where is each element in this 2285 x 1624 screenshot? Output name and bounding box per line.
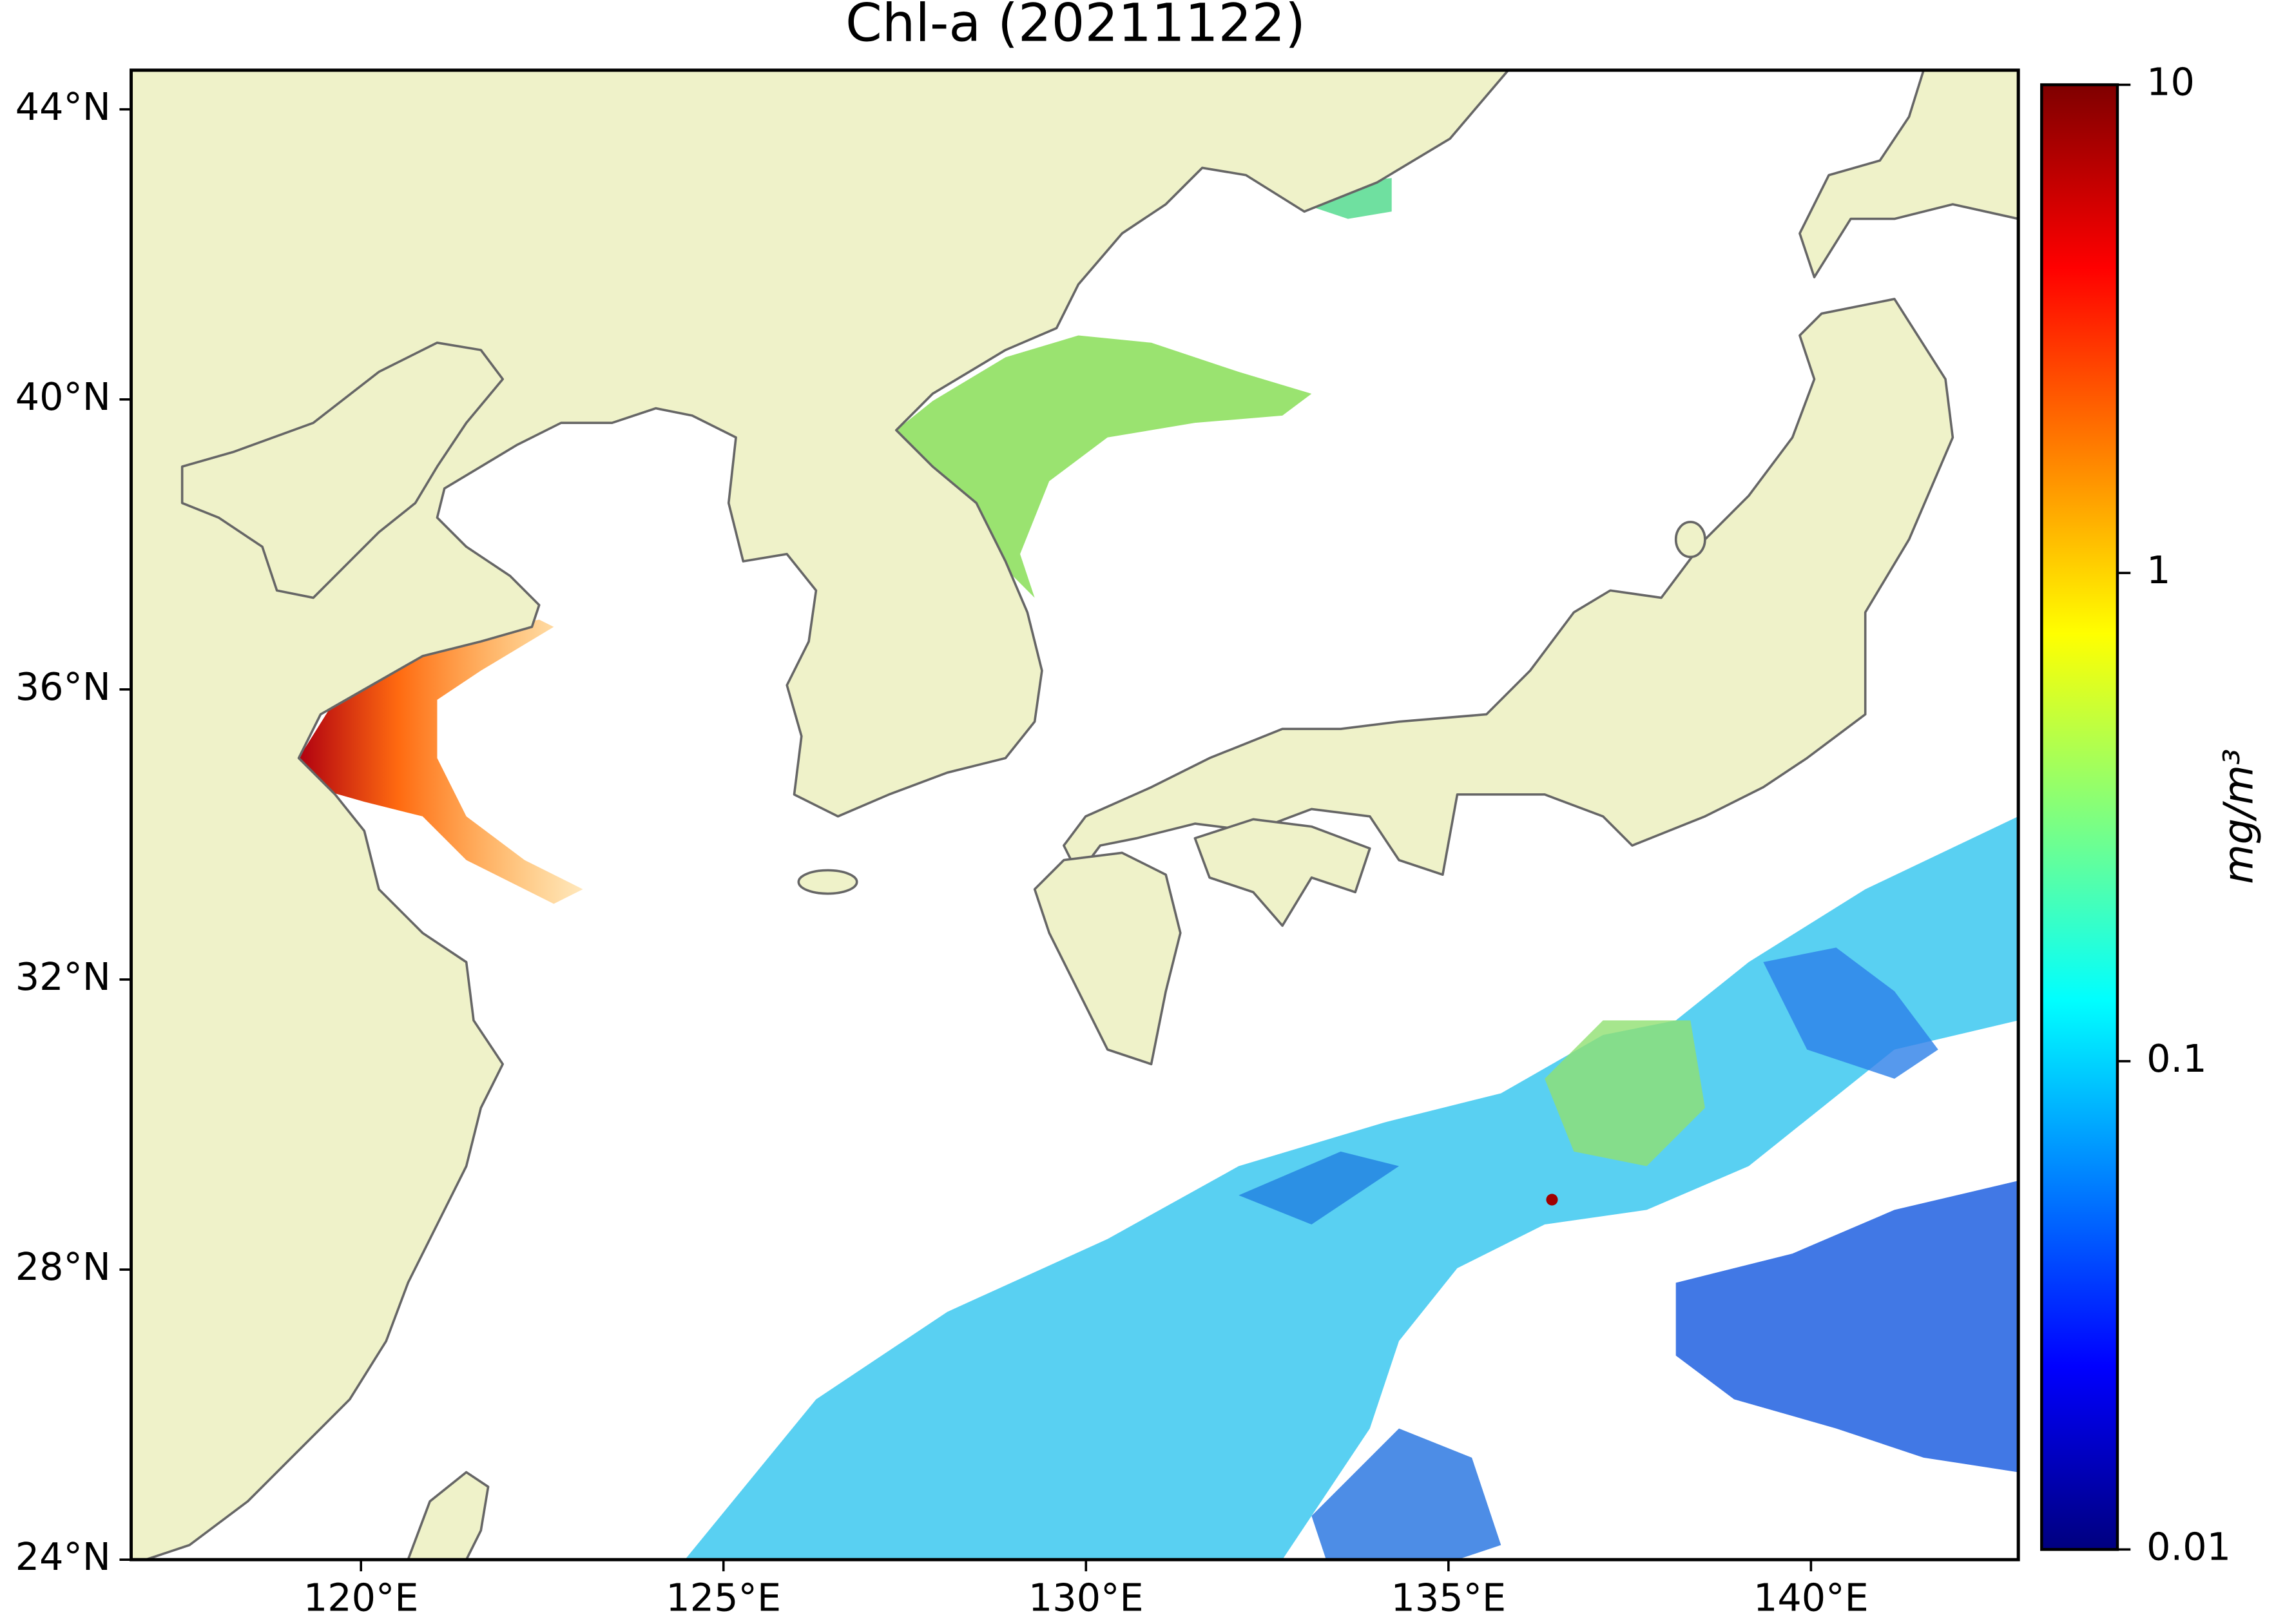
map-title: Chl-a (20211122) [845, 0, 1306, 54]
colorbar-tick-label: 10 [2146, 60, 2195, 104]
x-tick-label: 130°E [1028, 1576, 1144, 1620]
colorbar-tick-label: 0.1 [2146, 1036, 2206, 1081]
axes: 120°E 125°E 130°E 135°E 140°E 24°N 28°N 32°N 36°… [15, 60, 2231, 1620]
colorbar-tick-label: 0.01 [2146, 1524, 2231, 1569]
y-tick-label: 40°N [15, 374, 111, 419]
map-area [131, 70, 2019, 1560]
y-tick-label: 28°N [15, 1244, 111, 1289]
land [131, 70, 2019, 1560]
y-tick-label: 32°N [15, 954, 111, 999]
colorbar [2040, 83, 2119, 1551]
x-tick-label: 125°E [666, 1576, 781, 1620]
colorbar-label: mg/m³ [2215, 749, 2262, 884]
chlorophyll-patches [182, 178, 2019, 1560]
map-frame [130, 68, 2020, 1561]
x-tick-label: 120°E [304, 1576, 419, 1620]
x-tick-label: 135°E [1391, 1576, 1506, 1620]
y-tick-label: 36°N [15, 664, 111, 709]
y-tick-label: 24°N [15, 1534, 111, 1579]
x-tick-label: 140°E [1753, 1576, 1869, 1620]
colorbar-tick-label: 1 [2146, 548, 2170, 592]
y-tick-label: 44°N [15, 84, 111, 129]
